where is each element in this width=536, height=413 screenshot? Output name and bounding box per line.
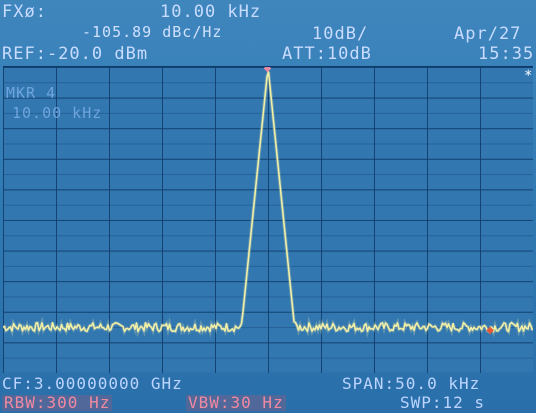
delta-marker: ◆	[486, 325, 495, 336]
spectrum-plot: ◆ ◆	[3, 66, 533, 373]
time-value: 15:35	[478, 44, 535, 64]
center-frequency: CF:3.00000000 GHz	[2, 374, 183, 393]
footer-readout: CF:3.00000000 GHz SPAN:50.0 kHz RBW:300 …	[0, 372, 536, 413]
vbw-value: VBW:30 Hz	[186, 393, 286, 412]
grid-minor	[3, 67, 533, 373]
sweep-time: SWP:12 s	[400, 393, 486, 412]
span-value: SPAN:50.0 kHz	[342, 374, 481, 393]
rbw-value: RBW:300 Hz	[2, 393, 113, 412]
marker-label: MKR 4	[6, 84, 57, 102]
status-star: *	[524, 68, 534, 84]
fx-label: FXø:	[2, 2, 47, 22]
spectrum-trace-glow	[3, 71, 533, 339]
scale-value: 10dB/	[312, 24, 369, 44]
attenuation: ATT:10dB	[282, 44, 372, 64]
ref-level: REF:-20.0 dBm	[2, 44, 149, 64]
header-readout: FXø: 10.00 kHz -105.89 dBc/Hz 10dB/ Apr/…	[0, 0, 536, 66]
noise-value: -105.89 dBc/Hz	[82, 23, 223, 41]
marker-frequency: 10.00 kHz	[12, 104, 103, 122]
date-value: Apr/27	[454, 24, 522, 44]
fx-value: 10.00 kHz	[160, 2, 262, 22]
spectrum-trace	[3, 71, 533, 333]
peak-marker: ◆	[264, 67, 273, 74]
spectrum-trace-svg: ◆ ◆	[3, 67, 533, 339]
